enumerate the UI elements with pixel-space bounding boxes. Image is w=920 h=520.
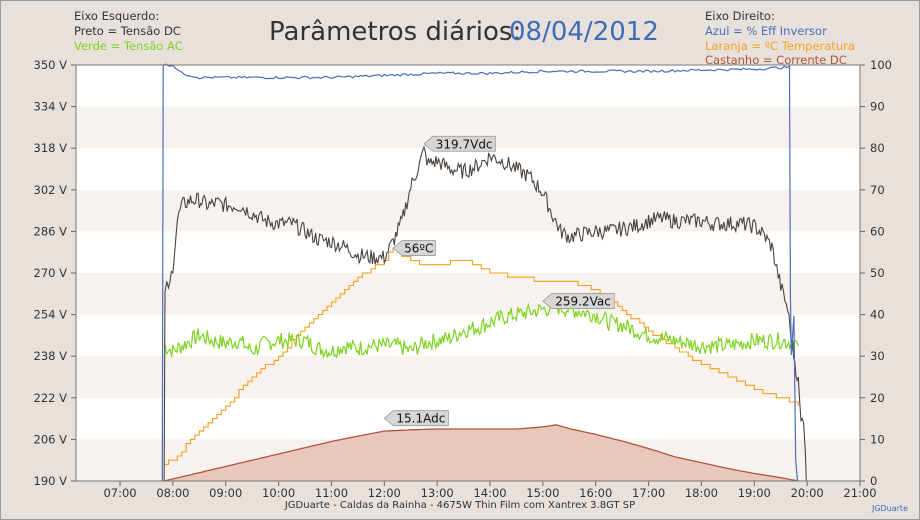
grid-band — [76, 273, 860, 315]
y-left-tick-label: 270 V — [34, 266, 68, 280]
x-tick-label: 16:00 — [579, 486, 612, 500]
series-dc-current-area — [164, 424, 799, 481]
legend-dc-current: Castanho = Corrente DC — [705, 53, 847, 67]
x-tick-label: 08:00 — [156, 486, 189, 500]
annotation-box — [383, 410, 449, 427]
annotation-callout: 259.2Vac — [542, 293, 615, 309]
y-left-tick-label: 222 V — [34, 391, 68, 405]
y-left-tick-label: 318 V — [34, 141, 68, 155]
y-right-tick-label: 70 — [870, 183, 885, 197]
legend-efficiency: Azul = % Eff Inversor — [705, 24, 827, 38]
x-tick-label: 12:00 — [368, 486, 401, 500]
y-left-tick-label: 334 V — [34, 100, 68, 114]
y-right-tick-label: 40 — [870, 308, 885, 322]
y-right-tick-label: 10 — [870, 432, 885, 446]
x-tick-label: 09:00 — [209, 486, 242, 500]
y-left-tick-label: 350 V — [34, 58, 68, 72]
grid-band — [76, 189, 860, 232]
annotation-label: 319.7Vdc — [436, 137, 493, 151]
x-tick-label: 13:00 — [421, 486, 454, 500]
legend-ac-voltage: Verde = Tensão AC — [74, 39, 183, 53]
y-left-tick-label: 190 V — [34, 474, 68, 488]
footer-credit: JGDuarte — [871, 504, 908, 513]
y-left-tick-label: 302 V — [34, 183, 68, 197]
x-tick-label: 11:00 — [315, 486, 348, 500]
x-tick-label: 17:00 — [632, 486, 665, 500]
series-dc-voltage-line — [163, 145, 807, 482]
x-tick-label: 20:00 — [791, 486, 824, 500]
series-dc-current-line — [163, 424, 799, 482]
chart-title: Parâmetros diários: — [269, 17, 522, 47]
series-temperature-line — [164, 247, 799, 465]
y-left-tick-label: 238 V — [34, 349, 68, 363]
legend-dc-voltage: Preto = Tensão DC — [74, 24, 181, 38]
y-right-tick-label: 80 — [870, 141, 885, 155]
y-right-tick-label: 90 — [870, 100, 885, 114]
legend-temperature: Laranja = ºC Temperatura — [705, 39, 855, 53]
chart-title-date: 08/04/2012 — [509, 17, 659, 47]
y-right-tick-label: 20 — [870, 391, 885, 405]
annotation-label: 15.1Adc — [396, 412, 445, 426]
series-ac-voltage-line — [163, 298, 799, 360]
footer-caption: JGDuarte - Caldas da Rainha - 4675W Thin… — [284, 500, 636, 511]
x-tick-label: 19:00 — [738, 486, 771, 500]
annotation-box — [392, 240, 436, 256]
annotation-callout: 319.7Vdc — [423, 135, 496, 152]
plot-border — [75, 64, 861, 482]
y-right-tick-label: 100 — [870, 58, 892, 72]
y-right-tick-label: 60 — [870, 224, 885, 238]
right-axis-caption: Eixo Direito: — [705, 9, 775, 23]
annotation-callout: 15.1Adc — [383, 410, 449, 427]
y-left-tick-label: 286 V — [34, 224, 68, 238]
x-tick-label: 21:00 — [843, 486, 876, 500]
x-tick-label: 18:00 — [685, 486, 718, 500]
grid-band — [76, 356, 860, 398]
annotation-box — [423, 135, 496, 152]
y-right-tick-label: 30 — [870, 349, 885, 363]
left-axis-caption: Eixo Esquerdo: — [74, 9, 160, 23]
annotation-box — [542, 293, 615, 309]
annotation-label: 259.2Vac — [555, 295, 611, 309]
y-right-tick-label: 50 — [870, 266, 885, 280]
y-right-tick-label: 0 — [870, 474, 877, 488]
x-tick-label: 07:00 — [103, 486, 136, 500]
annotation-label: 56ºC — [404, 242, 433, 256]
y-left-tick-label: 206 V — [34, 432, 68, 446]
x-tick-label: 14:00 — [473, 486, 506, 500]
annotation-callout: 56ºC — [392, 240, 436, 256]
series-efficiency-line — [161, 63, 799, 482]
x-tick-label: 15:00 — [526, 486, 559, 500]
y-left-tick-label: 254 V — [34, 308, 68, 322]
x-tick-label: 10:00 — [262, 486, 295, 500]
